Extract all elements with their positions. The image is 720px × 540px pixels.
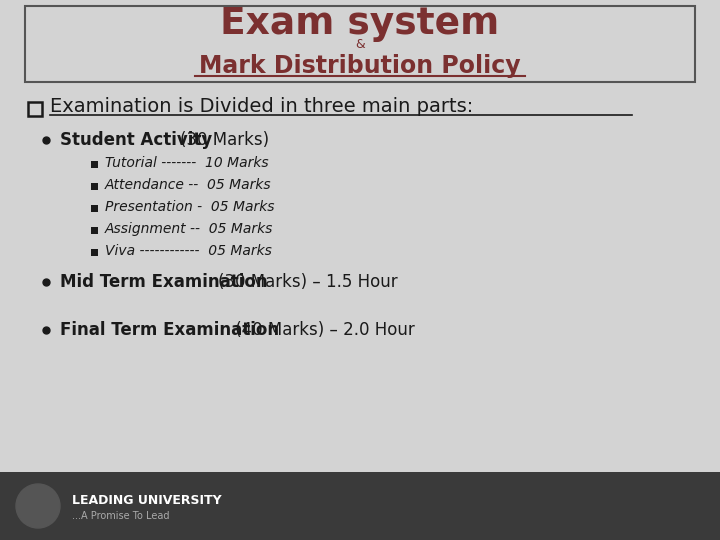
Text: (40 Marks) – 2.0 Hour: (40 Marks) – 2.0 Hour [230,321,415,339]
Text: ...A Promise To Lead: ...A Promise To Lead [72,511,169,521]
Text: Tutorial -------  10 Marks: Tutorial ------- 10 Marks [105,156,269,170]
Text: (30 Marks): (30 Marks) [180,131,269,149]
Bar [91,248,98,255]
Bar [91,226,98,233]
Text: Student Activity: Student Activity [60,131,212,149]
Text: Assignment --  05 Marks: Assignment -- 05 Marks [105,222,274,236]
Circle shape [16,484,60,528]
Text: Mid Term Examination: Mid Term Examination [60,273,268,291]
Text: Presentation -  05 Marks: Presentation - 05 Marks [105,200,274,214]
Bar [91,183,98,190]
Bar [91,160,98,167]
Bar [91,205,98,212]
Bar [0,472,720,540]
Text: Mark Distribution Policy: Mark Distribution Policy [199,54,521,78]
Text: Attendance --  05 Marks: Attendance -- 05 Marks [105,178,271,192]
Bar [25,6,695,82]
Bar [28,102,42,116]
Text: Viva ------------  05 Marks: Viva ------------ 05 Marks [105,244,272,258]
Text: Examination is Divided in three main parts:: Examination is Divided in three main par… [50,98,473,117]
Text: (30 Marks) – 1.5 Hour: (30 Marks) – 1.5 Hour [218,273,397,291]
Text: Exam system: Exam system [220,6,500,42]
Text: &: & [355,38,365,51]
Text: LEADING UNIVERSITY: LEADING UNIVERSITY [72,494,222,507]
Text: Final Term Examination: Final Term Examination [60,321,279,339]
